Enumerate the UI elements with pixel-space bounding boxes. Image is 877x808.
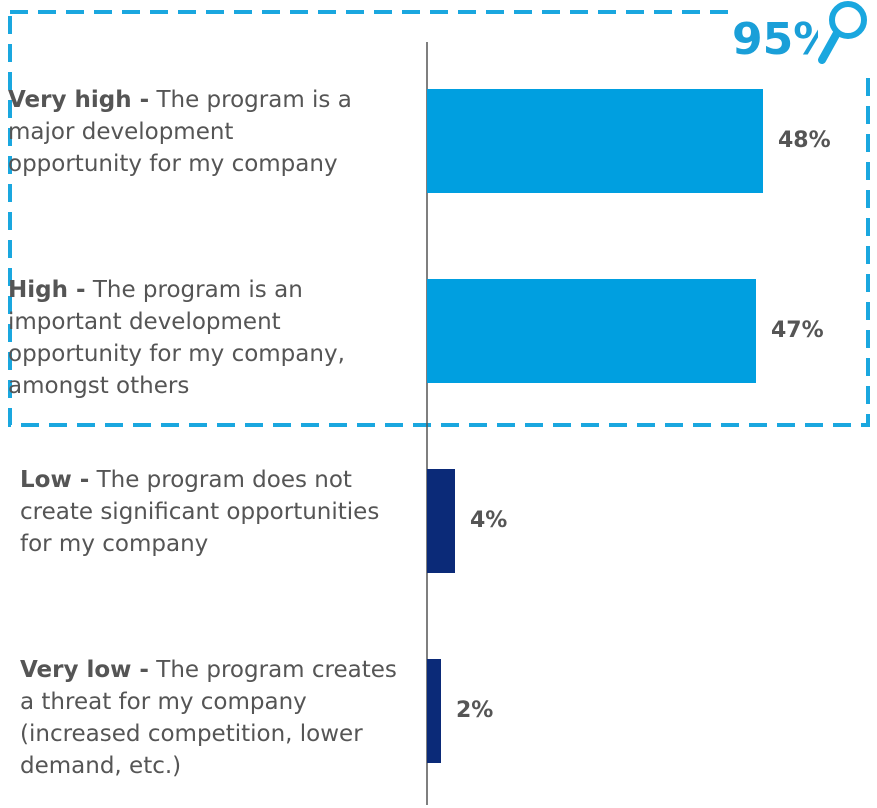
bar bbox=[427, 659, 441, 763]
bar bbox=[427, 89, 763, 193]
category-label: Very low - The program creates a threat … bbox=[20, 654, 405, 782]
category-description: The program creates a threat for my comp… bbox=[20, 657, 397, 779]
category-level: Low - bbox=[20, 467, 90, 493]
category-level: Very high - bbox=[8, 87, 150, 113]
category-description: The program does not create significant … bbox=[20, 467, 380, 557]
category-description: The program is an important development … bbox=[8, 277, 345, 399]
highlight-box bbox=[8, 10, 870, 427]
category-level: Very low - bbox=[20, 657, 149, 683]
value-label: 2% bbox=[456, 698, 493, 723]
category-level: High - bbox=[8, 277, 86, 303]
category-description: The program is a major development oppor… bbox=[8, 87, 352, 177]
magnifier-icon bbox=[818, 0, 877, 70]
category-label: Low - The program does not create signif… bbox=[20, 464, 405, 560]
annotation-bg bbox=[728, 8, 820, 66]
category-label: Very high - The program is a major devel… bbox=[8, 84, 353, 180]
bar bbox=[427, 469, 455, 573]
value-label: 47% bbox=[771, 318, 824, 343]
category-label: High - The program is an important devel… bbox=[8, 274, 363, 402]
bar bbox=[427, 279, 756, 383]
value-label: 4% bbox=[470, 508, 507, 533]
value-label: 48% bbox=[778, 128, 831, 153]
